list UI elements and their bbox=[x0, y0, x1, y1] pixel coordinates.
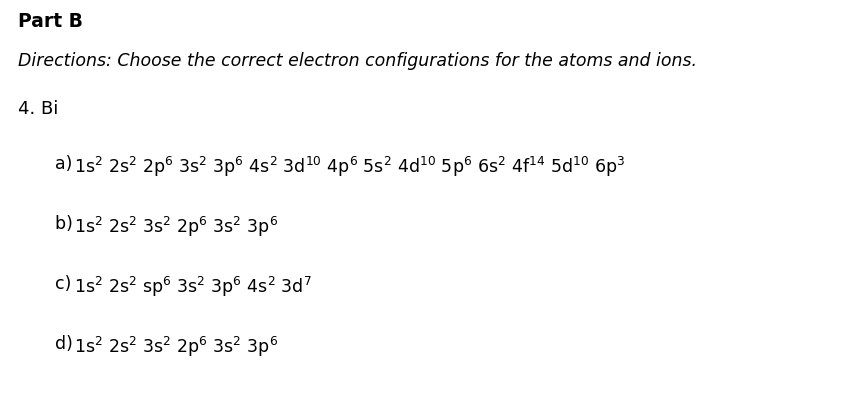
Text: c): c) bbox=[55, 275, 77, 293]
Text: $\mathrm{1s}^{2}\mathrm{\ 2s}^{2}\mathrm{\ 2p}^{6}\mathrm{\ 3s}^{2}\mathrm{\ 3p}: $\mathrm{1s}^{2}\mathrm{\ 2s}^{2}\mathrm… bbox=[74, 155, 625, 179]
Text: $\mathrm{1s}^{2}\mathrm{\ 2s}^{2}\mathrm{\ 3s}^{2}\mathrm{\ 2p}^{6}\mathrm{\ 3s}: $\mathrm{1s}^{2}\mathrm{\ 2s}^{2}\mathrm… bbox=[74, 215, 279, 239]
Text: a): a) bbox=[55, 155, 78, 173]
Text: Directions: Choose the correct electron configurations for the atoms and ions.: Directions: Choose the correct electron … bbox=[18, 52, 697, 70]
Text: Part B: Part B bbox=[18, 12, 83, 31]
Text: b): b) bbox=[55, 215, 78, 233]
Text: $\mathrm{1s}^{2}\mathrm{\ 2s}^{2}\mathrm{\ sp}^{6}\mathrm{\ 3s}^{2}\mathrm{\ 3p}: $\mathrm{1s}^{2}\mathrm{\ 2s}^{2}\mathrm… bbox=[74, 275, 312, 299]
Text: 4. Bi: 4. Bi bbox=[18, 100, 58, 118]
Text: d): d) bbox=[55, 335, 78, 353]
Text: $\mathrm{1s}^{2}\mathrm{\ 2s}^{2}\mathrm{\ 3s}^{2}\mathrm{\ 2p}^{6}\mathrm{\ 3s}: $\mathrm{1s}^{2}\mathrm{\ 2s}^{2}\mathrm… bbox=[74, 335, 279, 359]
